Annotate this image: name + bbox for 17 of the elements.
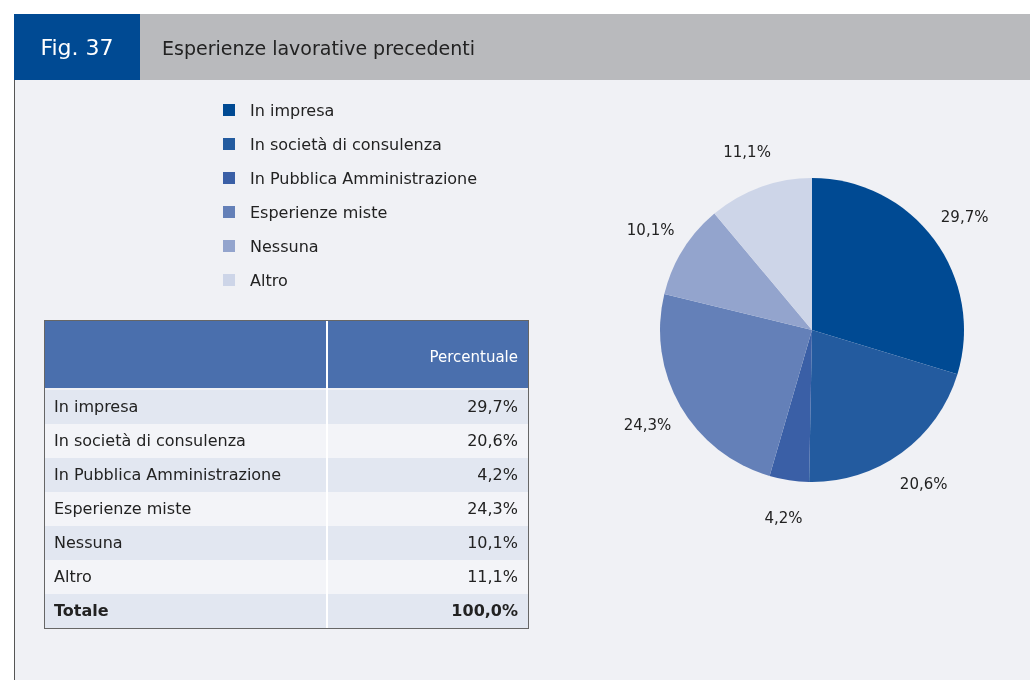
legend-label: Nessuna [250, 236, 319, 256]
pie-slice [769, 330, 812, 482]
legend-label: Altro [250, 270, 288, 290]
legend-label: In impresa [250, 100, 335, 120]
data-label: 4,2% [764, 509, 803, 528]
data-label: 11,1% [723, 142, 771, 161]
caption: Fig. 37 [40, 35, 114, 60]
data-label: 29,7% [940, 208, 989, 227]
legend-label: In società di consulenza [250, 134, 442, 154]
data-label: 10,1% [626, 220, 675, 239]
data-label: 24,3% [623, 416, 672, 435]
data-label: 20,6% [899, 474, 948, 493]
legend-label: Esperienze miste [250, 202, 388, 222]
table: Percentuale In impresa 29,7% In società di consulenza 20,6% In Pubblica Amministrazione 4,2% Esperienze miste 24,3% Nessuna 10,1% Altro 11,1% Totale 100,0% [44, 319, 529, 629]
chart-title: Esperienze lavorative precedenti [162, 37, 475, 59]
legend-label: In Pubblica Amministrazione [250, 168, 478, 188]
pie-slice [714, 178, 812, 330]
